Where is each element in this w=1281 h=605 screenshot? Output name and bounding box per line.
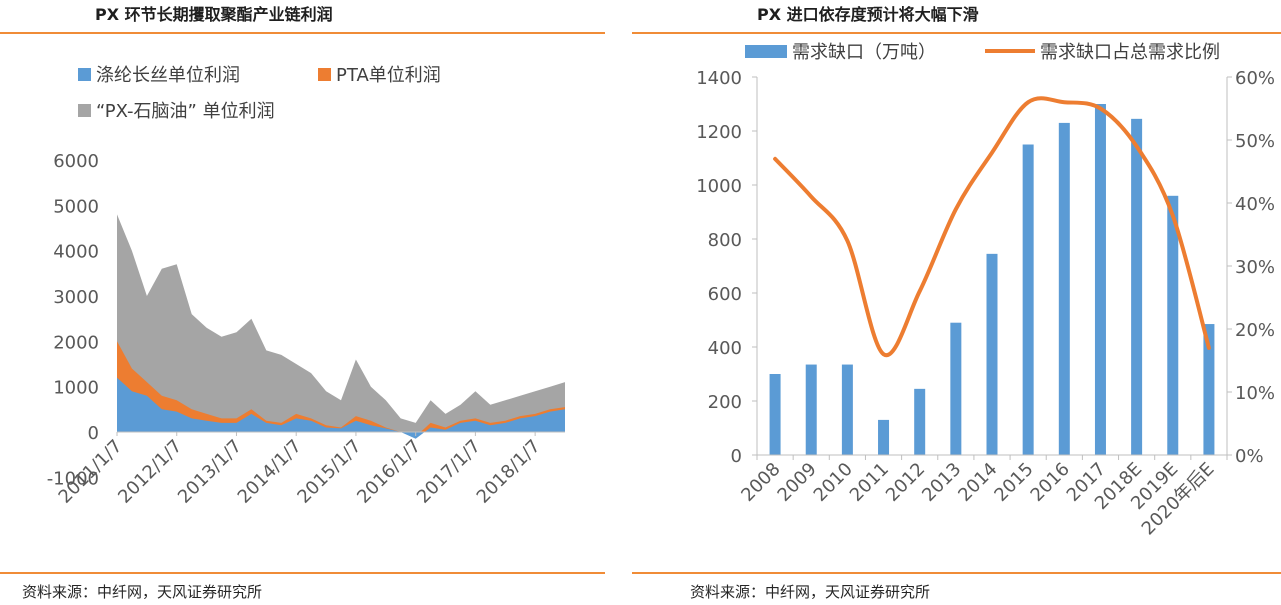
left-source-rule bbox=[0, 572, 605, 574]
right-y-right-tick-label: 40% bbox=[1235, 194, 1275, 215]
left-x-tick-label: 2012/1/7 bbox=[114, 436, 186, 508]
left-x-tick-label: 2016/1/7 bbox=[353, 436, 425, 508]
left-x-tick-label: 2017/1/7 bbox=[413, 436, 485, 508]
right-y-left-tick-label: 400 bbox=[708, 338, 742, 359]
bar-demand-gap bbox=[1131, 118, 1143, 455]
right-x-tick-label: 2015 bbox=[990, 459, 1037, 506]
right-y-right-tick-label: 10% bbox=[1235, 383, 1275, 404]
bar-demand-gap bbox=[841, 364, 853, 455]
area-polyester-profit bbox=[117, 377, 565, 439]
left-y-tick-label: 6000 bbox=[53, 151, 99, 172]
legend-pta-profit-label: PTA单位利润 bbox=[336, 65, 441, 86]
left-y-tick-label: 5000 bbox=[53, 196, 99, 217]
right-title-rule bbox=[632, 32, 1281, 34]
legend-pta-profit-swatch bbox=[318, 68, 331, 81]
left-y-tick-label: 1000 bbox=[53, 378, 99, 399]
left-x-tick-label: 2015/1/7 bbox=[293, 436, 365, 508]
right-y-right-tick-label: 50% bbox=[1235, 131, 1275, 152]
bar-demand-gap bbox=[950, 322, 962, 455]
legend-polyester-profit-label: 涤纶长丝单位利润 bbox=[96, 65, 240, 86]
right-x-tick-label: 2013 bbox=[918, 459, 965, 506]
right-y-left-tick-label: 0 bbox=[731, 446, 742, 467]
line-demand-gap-ratio bbox=[773, 96, 1211, 358]
bar-demand-gap bbox=[878, 419, 890, 455]
right-y-right-tick-label: 20% bbox=[1235, 320, 1275, 341]
left-y-tick-label: 0 bbox=[88, 423, 99, 444]
left-y-tick-label: 3000 bbox=[53, 287, 99, 308]
bar-demand-gap bbox=[1058, 122, 1070, 456]
legend-ratio-label: 需求缺口占总需求比例 bbox=[1040, 42, 1220, 63]
left-source: 资料来源：中纤网，天风证券研究所 bbox=[22, 583, 263, 601]
bar-demand-gap bbox=[1203, 324, 1215, 455]
left-x-tick-label: 2018/1/7 bbox=[473, 436, 545, 508]
left-x-tick-label: 2014/1/7 bbox=[234, 436, 306, 508]
right-y-left-tick-label: 800 bbox=[708, 230, 742, 251]
left-x-tick-label: 2013/1/7 bbox=[174, 436, 246, 508]
right-chart-svg: 需求缺口（万吨） 需求缺口占总需求比例 0 200 400 600 800 1000 1200 1… bbox=[696, 42, 1275, 539]
bar-demand-gap bbox=[1022, 144, 1034, 455]
bar-demand-gap bbox=[805, 364, 817, 455]
right-chart-title: PX 进口依存度预计将大幅下滑 bbox=[757, 5, 979, 24]
right-y-left-tick-label: 1400 bbox=[696, 68, 742, 89]
right-x-tick-label: 2014 bbox=[954, 459, 1001, 506]
right-y-left-tick-label: 600 bbox=[708, 284, 742, 305]
right-x-tick-label: 2011 bbox=[846, 459, 893, 506]
legend-px-naphtha-profit-label: “PX-石脑油” 单位利润 bbox=[96, 101, 275, 122]
right-y-right-tick-label: 0% bbox=[1235, 446, 1264, 467]
legend-px-naphtha-profit-swatch bbox=[78, 104, 91, 117]
right-source-rule bbox=[632, 572, 1281, 574]
right-y-right-tick-label: 60% bbox=[1235, 68, 1275, 89]
bar-demand-gap bbox=[1094, 104, 1106, 455]
bar-demand-gap bbox=[986, 253, 998, 455]
right-chart-panel: PX 进口依存度预计将大幅下滑 需求缺口（万吨） 需求缺口占总需求比例 0 200 40… bbox=[632, 0, 1281, 605]
legend-gap-swatch bbox=[745, 45, 787, 58]
right-y-left-tick-label: 1000 bbox=[696, 176, 742, 197]
left-title-rule bbox=[0, 32, 605, 34]
left-chart-panel: PX 环节长期攫取聚酯产业链利润 涤纶长丝单位利润 PTA单位利润 “PX-石脑油”… bbox=[0, 0, 607, 605]
bar-demand-gap bbox=[1167, 195, 1179, 456]
right-x-tick-label: 2008 bbox=[737, 459, 784, 506]
right-x-tick-label: 2009 bbox=[774, 459, 821, 506]
bar-demand-gap bbox=[914, 388, 926, 455]
legend-gap-label: 需求缺口（万吨） bbox=[792, 42, 936, 63]
right-x-tick-label: 2010 bbox=[810, 459, 857, 506]
left-y-tick-label: 2000 bbox=[53, 332, 99, 353]
left-chart-title: PX 环节长期攫取聚酯产业链利润 bbox=[95, 5, 333, 24]
right-y-left-tick-label: 200 bbox=[708, 392, 742, 413]
right-y-right-tick-label: 30% bbox=[1235, 257, 1275, 278]
right-x-tick-label: 2016 bbox=[1027, 459, 1074, 506]
right-y-left-tick-label: 1200 bbox=[696, 122, 742, 143]
left-y-tick-label: 4000 bbox=[53, 242, 99, 263]
right-source: 资料来源：中纤网，天风证券研究所 bbox=[690, 583, 931, 601]
left-chart-svg: 涤纶长丝单位利润 PTA单位利润 “PX-石脑油” 单位利润 -1000 0 1000 20… bbox=[47, 65, 565, 508]
right-x-tick-label: 2012 bbox=[882, 459, 929, 506]
left-y-tick-label: -1000 bbox=[47, 468, 99, 489]
legend-polyester-profit-swatch bbox=[78, 68, 91, 81]
bar-demand-gap bbox=[769, 374, 781, 455]
area-px-naphtha-profit bbox=[117, 214, 565, 432]
